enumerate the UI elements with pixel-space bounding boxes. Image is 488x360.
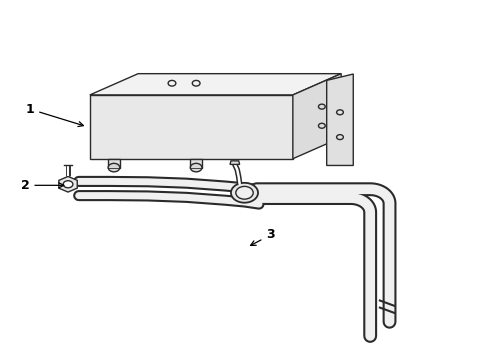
Polygon shape [90,95,292,159]
Circle shape [230,183,258,203]
Text: 1: 1 [25,103,83,126]
Polygon shape [90,74,341,95]
Text: 2: 2 [20,179,64,192]
Polygon shape [326,74,352,166]
Polygon shape [59,176,77,192]
Polygon shape [190,159,202,168]
Circle shape [108,163,120,172]
Polygon shape [108,159,120,168]
Text: 3: 3 [250,229,274,246]
Circle shape [235,186,253,199]
Polygon shape [229,161,239,165]
Circle shape [190,163,202,172]
Polygon shape [292,74,341,159]
Circle shape [63,181,73,188]
